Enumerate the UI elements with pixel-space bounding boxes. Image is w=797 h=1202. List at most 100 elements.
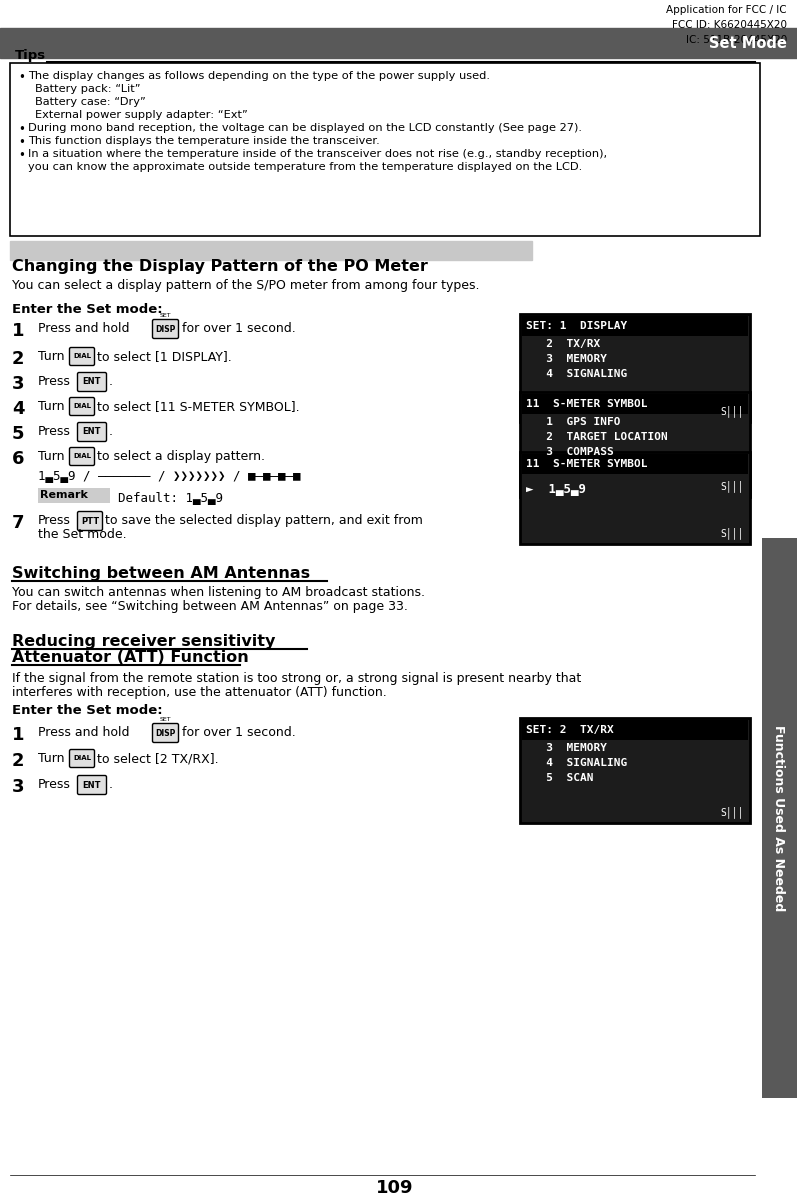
- Text: 6: 6: [12, 450, 25, 468]
- Text: You can switch antennas when listening to AM broadcast stations.: You can switch antennas when listening t…: [12, 587, 425, 599]
- Text: S│││: S│││: [720, 528, 744, 538]
- Text: •: •: [18, 136, 25, 149]
- Text: DIAL: DIAL: [73, 353, 91, 359]
- Text: .: .: [109, 426, 113, 438]
- Text: DISP: DISP: [155, 325, 175, 333]
- Bar: [522, 394, 748, 413]
- Text: S│││: S│││: [720, 807, 744, 819]
- Text: 109: 109: [376, 1179, 414, 1197]
- FancyBboxPatch shape: [69, 750, 95, 768]
- Bar: [0, 28, 797, 58]
- Text: External power supply adapter: “Ext”: External power supply adapter: “Ext”: [35, 111, 248, 120]
- FancyBboxPatch shape: [77, 373, 107, 392]
- Bar: [520, 452, 750, 545]
- Text: Set Mode: Set Mode: [709, 36, 787, 50]
- FancyBboxPatch shape: [77, 512, 103, 530]
- Text: DISP: DISP: [155, 728, 175, 738]
- Text: 3: 3: [12, 778, 25, 796]
- Text: 1: 1: [12, 322, 25, 340]
- Text: 3  MEMORY: 3 MEMORY: [526, 355, 607, 364]
- Bar: [520, 718, 750, 823]
- Text: Battery case: “Dry”: Battery case: “Dry”: [35, 97, 146, 107]
- Text: Press: Press: [38, 514, 71, 526]
- Text: to select [1 DISPLAY].: to select [1 DISPLAY].: [97, 350, 232, 363]
- Bar: [10, 63, 760, 236]
- Text: .: .: [109, 778, 113, 791]
- Text: Press: Press: [38, 778, 71, 791]
- Text: Turn: Turn: [38, 752, 65, 764]
- Text: to save the selected display pattern, and exit from: to save the selected display pattern, an…: [105, 514, 423, 526]
- Text: 1: 1: [12, 726, 25, 744]
- Text: Functions Used As Needed: Functions Used As Needed: [772, 725, 786, 911]
- Text: SET: SET: [159, 718, 171, 722]
- Text: 4  SIGNALING: 4 SIGNALING: [526, 369, 627, 379]
- Text: DIAL: DIAL: [73, 453, 91, 459]
- Text: You can select a display pattern of the S/PO meter from among four types.: You can select a display pattern of the …: [12, 279, 480, 292]
- Text: During mono band reception, the voltage can be displayed on the LCD constantly (: During mono band reception, the voltage …: [28, 123, 582, 133]
- Text: ►  1▃5▃9: ► 1▃5▃9: [526, 483, 586, 496]
- Text: 2  TARGET LOCATION: 2 TARGET LOCATION: [526, 432, 668, 442]
- Text: the Set mode.: the Set mode.: [38, 528, 127, 541]
- Text: PTT: PTT: [81, 517, 99, 525]
- Text: 11  S-METER SYMBOL: 11 S-METER SYMBOL: [526, 459, 647, 469]
- Text: 2  TX/RX: 2 TX/RX: [526, 339, 600, 349]
- Text: 3: 3: [12, 375, 25, 393]
- FancyBboxPatch shape: [69, 347, 95, 365]
- FancyBboxPatch shape: [69, 447, 95, 465]
- Text: Press and hold: Press and hold: [38, 726, 129, 739]
- Text: for over 1 second.: for over 1 second.: [182, 322, 296, 335]
- Text: Remark: Remark: [40, 490, 88, 500]
- Text: you can know the approximate outside temperature from the temperature displayed : you can know the approximate outside tem…: [28, 162, 583, 172]
- FancyBboxPatch shape: [69, 398, 95, 416]
- Text: •: •: [18, 149, 25, 162]
- Text: to select [11 S-METER SYMBOL].: to select [11 S-METER SYMBOL].: [97, 400, 300, 413]
- Text: .: .: [109, 375, 113, 388]
- Text: Tips: Tips: [15, 49, 46, 63]
- Text: Turn: Turn: [38, 450, 65, 463]
- Bar: [522, 316, 748, 337]
- Text: 4: 4: [12, 400, 25, 418]
- Text: Enter the Set mode:: Enter the Set mode:: [12, 704, 163, 718]
- Text: Turn: Turn: [38, 350, 65, 363]
- Text: interferes with reception, use the attenuator (ATT) function.: interferes with reception, use the atten…: [12, 686, 387, 700]
- Text: 2: 2: [12, 350, 25, 368]
- Bar: [10, 240, 532, 260]
- Text: In a situation where the temperature inside of the transceiver does not rise (e.: In a situation where the temperature ins…: [28, 149, 607, 159]
- Text: S│││: S│││: [720, 480, 744, 492]
- Text: The display changes as follows depending on the type of the power supply used.: The display changes as follows depending…: [28, 71, 490, 81]
- Text: Press and hold: Press and hold: [38, 322, 129, 335]
- Text: 5: 5: [12, 426, 25, 444]
- Text: Turn: Turn: [38, 400, 65, 413]
- FancyBboxPatch shape: [152, 724, 179, 743]
- Text: This function displays the temperature inside the transceiver.: This function displays the temperature i…: [28, 136, 379, 145]
- Text: 4  SIGNALING: 4 SIGNALING: [526, 758, 627, 768]
- Text: Enter the Set mode:: Enter the Set mode:: [12, 303, 163, 316]
- Text: 11  S-METER SYMBOL: 11 S-METER SYMBOL: [526, 399, 647, 409]
- Bar: [520, 392, 750, 496]
- Text: 3  MEMORY: 3 MEMORY: [526, 743, 607, 752]
- Text: 3  COMPASS: 3 COMPASS: [526, 447, 614, 457]
- Text: Default: 1▃5▃9: Default: 1▃5▃9: [118, 492, 223, 505]
- Text: 1  GPS INFO: 1 GPS INFO: [526, 417, 621, 427]
- Text: DIAL: DIAL: [73, 756, 91, 762]
- Text: DIAL: DIAL: [73, 404, 91, 410]
- Text: to select a display pattern.: to select a display pattern.: [97, 450, 265, 463]
- Text: 2: 2: [12, 752, 25, 770]
- Text: for over 1 second.: for over 1 second.: [182, 726, 296, 739]
- Text: ENT: ENT: [83, 428, 101, 436]
- Text: Press: Press: [38, 375, 71, 388]
- Text: Application for FCC / IC
FCC ID: K6620445X20
IC: 511B-20445X20: Application for FCC / IC FCC ID: K662044…: [666, 5, 787, 44]
- FancyBboxPatch shape: [77, 422, 107, 441]
- Text: •: •: [18, 123, 25, 136]
- Bar: [762, 538, 797, 1097]
- Text: For details, see “Switching between AM Antennas” on page 33.: For details, see “Switching between AM A…: [12, 600, 408, 613]
- FancyBboxPatch shape: [152, 320, 179, 339]
- Text: Changing the Display Pattern of the PO Meter: Changing the Display Pattern of the PO M…: [12, 258, 428, 274]
- Text: •: •: [18, 71, 25, 84]
- Text: If the signal from the remote station is too strong or, a strong signal is prese: If the signal from the remote station is…: [12, 672, 581, 685]
- Text: to select [2 TX/RX].: to select [2 TX/RX].: [97, 752, 218, 764]
- Bar: [522, 720, 748, 740]
- Text: Switching between AM Antennas: Switching between AM Antennas: [12, 566, 310, 581]
- Text: 1▃5▃9 / ――――――― / ❯❯❯❯❯❯❯ / ■―■―■―■: 1▃5▃9 / ――――――― / ❯❯❯❯❯❯❯ / ■―■―■―■: [38, 470, 300, 483]
- Text: ENT: ENT: [83, 780, 101, 790]
